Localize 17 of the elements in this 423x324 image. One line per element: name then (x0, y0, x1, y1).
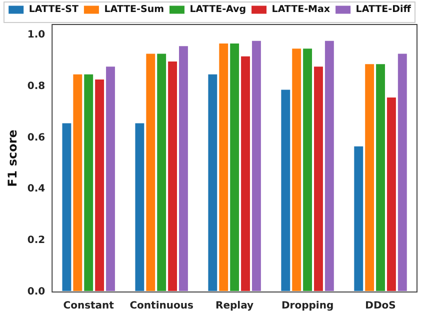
legend-label: LATTE-Avg (190, 4, 246, 16)
y-tick-label: 0.6 (27, 132, 46, 144)
x-tick-label: DDoS (365, 300, 396, 312)
x-tick-label: Dropping (281, 300, 334, 312)
legend-label: LATTE-Max (272, 4, 330, 16)
legend-label: LATTE-Diff (356, 4, 412, 16)
y-tick-label: 0.0 (27, 286, 46, 298)
legend-label: LATTE-Sum (104, 4, 164, 16)
x-tick-label: Replay (216, 300, 254, 312)
x-tick-label: Constant (63, 300, 114, 312)
y-tick-label: 0.2 (27, 235, 46, 246)
legend-label: LATTE-ST (28, 4, 79, 16)
y-tick-label: 0.8 (27, 80, 46, 92)
y-tick-label: 0.4 (27, 184, 46, 195)
y-axis-title: F1 score (5, 130, 20, 187)
x-tick-label: Continuous (130, 300, 194, 312)
y-tick-label: 1.0 (27, 29, 46, 40)
